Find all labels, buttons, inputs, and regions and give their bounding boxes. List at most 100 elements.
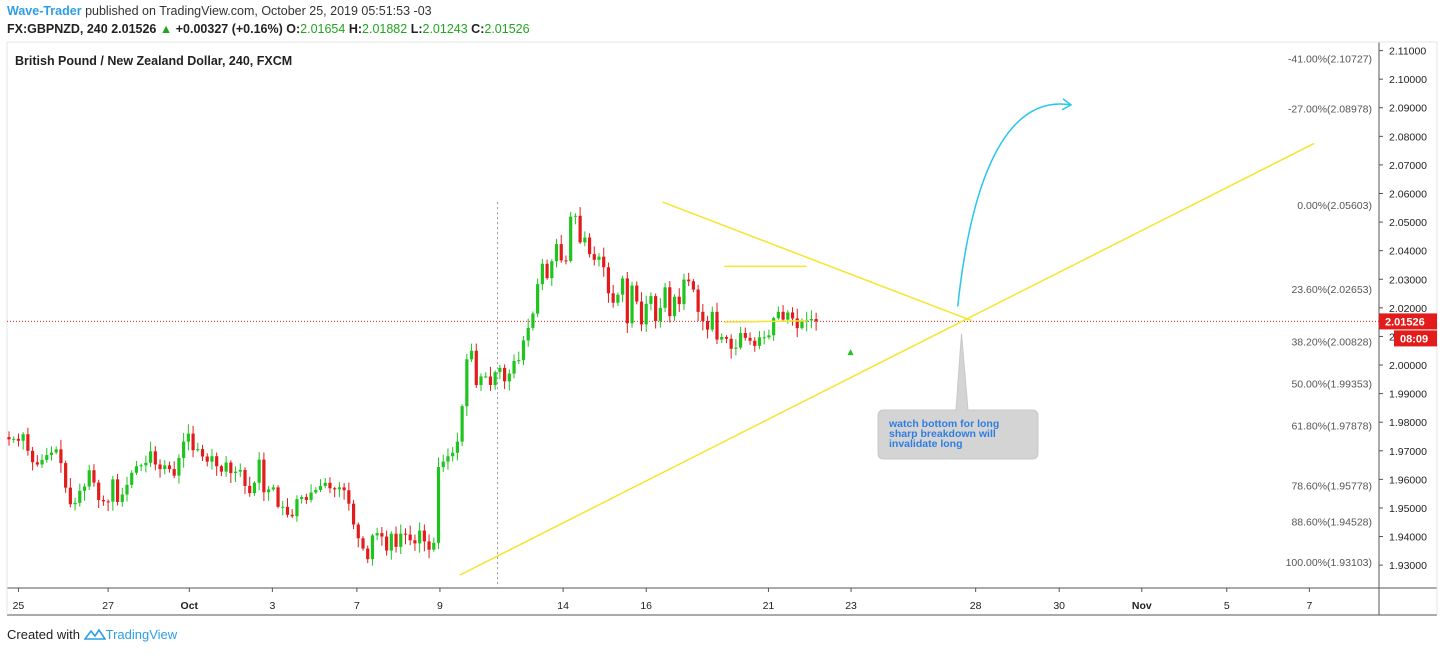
candles[interactable]: [7, 207, 818, 566]
projection-arrow[interactable]: [956, 103, 1072, 307]
candle-up[interactable]: [49, 452, 54, 456]
candle-down[interactable]: [559, 244, 563, 261]
candle-down[interactable]: [606, 267, 611, 294]
candle-up[interactable]: [196, 449, 200, 451]
candle-up[interactable]: [672, 296, 677, 317]
candle-down[interactable]: [97, 482, 101, 500]
candle-down[interactable]: [790, 312, 795, 319]
candle-down[interactable]: [285, 506, 290, 515]
candle-down[interactable]: [564, 260, 568, 262]
candle-up[interactable]: [300, 497, 304, 500]
candle-up[interactable]: [809, 319, 813, 321]
candle-down[interactable]: [592, 254, 596, 260]
resistance-trendline[interactable]: [662, 201, 973, 322]
candle-up[interactable]: [78, 490, 82, 503]
candle-up[interactable]: [436, 467, 441, 543]
candle-up[interactable]: [446, 456, 450, 462]
candle-down[interactable]: [705, 321, 710, 330]
candle-down[interactable]: [262, 459, 266, 493]
candle-up[interactable]: [616, 294, 620, 303]
candle-up[interactable]: [186, 433, 190, 442]
candle-down[interactable]: [7, 437, 11, 440]
candle-down[interactable]: [748, 337, 752, 341]
candle-up[interactable]: [144, 462, 148, 466]
candle-up[interactable]: [111, 479, 115, 502]
candle-down[interactable]: [701, 311, 705, 322]
candle-up[interactable]: [73, 502, 77, 505]
candle-up[interactable]: [786, 312, 790, 320]
candle-down[interactable]: [743, 333, 747, 338]
candle-up[interactable]: [441, 461, 445, 468]
candle-down[interactable]: [276, 487, 280, 507]
candle-up[interactable]: [649, 296, 653, 304]
candle-up[interactable]: [252, 482, 257, 494]
candle-down[interactable]: [427, 541, 431, 550]
candle-up[interactable]: [507, 373, 511, 382]
candle-down[interactable]: [729, 338, 733, 349]
candle-up[interactable]: [663, 287, 667, 308]
candle-down[interactable]: [31, 450, 35, 463]
candle-down[interactable]: [101, 499, 105, 502]
candle-down[interactable]: [158, 464, 162, 470]
candle-up[interactable]: [21, 434, 25, 441]
candle-down[interactable]: [167, 465, 172, 470]
candle-up[interactable]: [281, 506, 285, 508]
tradingview-brand[interactable]: TradingView: [105, 627, 178, 642]
candle-down[interactable]: [68, 487, 72, 505]
candle-up[interactable]: [389, 533, 393, 551]
candle-up[interactable]: [455, 441, 459, 453]
plot-area[interactable]: [7, 42, 1379, 588]
candle-down[interactable]: [635, 285, 639, 302]
candle-down[interactable]: [602, 256, 606, 268]
candle-down[interactable]: [106, 501, 110, 503]
candle-down[interactable]: [200, 449, 205, 457]
candle-up[interactable]: [54, 449, 58, 453]
candle-up[interactable]: [418, 530, 422, 544]
candle-down[interactable]: [229, 462, 233, 474]
candle-down[interactable]: [677, 296, 681, 305]
candle-up[interactable]: [149, 451, 153, 463]
candle-down[interactable]: [385, 536, 389, 551]
candle-up[interactable]: [139, 465, 143, 467]
candle-down[interactable]: [16, 438, 21, 441]
candle-down[interactable]: [668, 287, 672, 317]
candle-up[interactable]: [720, 337, 724, 340]
candle-up[interactable]: [323, 482, 327, 486]
candle-down[interactable]: [205, 456, 209, 462]
candle-down[interactable]: [333, 488, 337, 490]
candle-up[interactable]: [762, 337, 766, 339]
candle-up[interactable]: [682, 279, 686, 305]
channel-bottom-line[interactable]: [724, 319, 807, 323]
candle-up[interactable]: [767, 335, 771, 338]
candle-down[interactable]: [172, 469, 176, 476]
candle-down[interactable]: [115, 479, 120, 502]
candle-up[interactable]: [120, 494, 124, 502]
candle-up[interactable]: [512, 361, 516, 374]
candle-down[interactable]: [219, 466, 223, 472]
candle-down[interactable]: [611, 293, 615, 303]
candle-up[interactable]: [375, 533, 379, 536]
candle-up[interactable]: [233, 471, 238, 474]
author-link[interactable]: Wave-Trader: [7, 4, 82, 18]
candle-down[interactable]: [474, 350, 478, 386]
candle-down[interactable]: [380, 533, 384, 537]
candle-up[interactable]: [540, 263, 544, 285]
candle-down[interactable]: [625, 278, 629, 324]
candle-down[interactable]: [290, 514, 294, 517]
candle-up[interactable]: [526, 327, 530, 341]
candle-down[interactable]: [356, 524, 360, 539]
candle-up[interactable]: [318, 485, 323, 490]
candle-up[interactable]: [734, 347, 738, 349]
candle-up[interactable]: [451, 452, 455, 457]
candle-up[interactable]: [130, 472, 134, 485]
candle-up[interactable]: [772, 318, 776, 336]
candle-down[interactable]: [328, 482, 332, 489]
candle-up[interactable]: [177, 457, 181, 476]
candle-up[interactable]: [479, 376, 483, 386]
candle-down[interactable]: [422, 530, 426, 542]
candle-down[interactable]: [724, 337, 729, 339]
candle-down[interactable]: [64, 463, 68, 488]
candle-up[interactable]: [800, 321, 804, 329]
